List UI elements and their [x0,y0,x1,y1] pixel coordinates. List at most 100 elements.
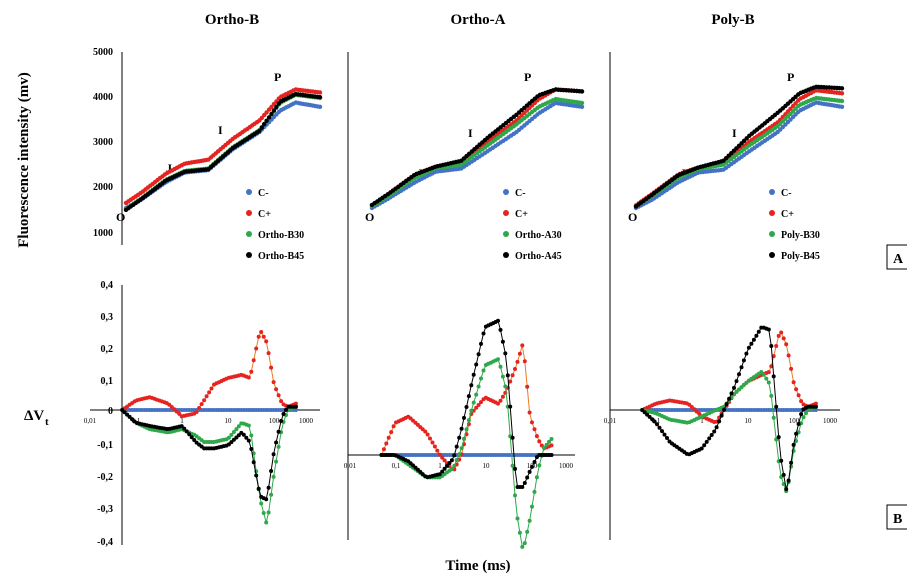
b-point-5-3-39 [737,372,741,377]
xtick-1-1: 1 [180,417,184,425]
b-point-5-1-51 [766,370,771,375]
b-point-5-3-56 [779,458,784,463]
y-tick-5000: 5000 [93,47,113,58]
point-0-3-61 [271,108,277,113]
b-point-3-1-36 [209,386,214,391]
b-point-3-3-25 [182,426,187,431]
legend-marker-0-2 [246,231,252,237]
b-point-5-3-27 [707,436,712,441]
xtick-1000-3: 1000 [823,417,838,425]
b-point-3-3-55 [256,486,261,491]
legend-marker-1-1 [503,210,509,216]
b-point-3-1-35 [207,390,212,395]
b-point-4-2-61 [527,518,532,523]
legend-marker-0-3 [246,252,252,258]
b-point-3-2-44 [229,432,234,437]
b-point-5-1-54 [774,344,779,348]
b-point-5-1-70 [813,401,818,406]
legend-marker-1-3 [503,252,509,258]
b-point-4-2-33 [459,446,464,451]
b-point-4-1-25 [440,455,445,460]
b-point-5-1-52 [769,364,774,369]
xtick-0-01-3: 0,01 [604,417,617,425]
y-axis-label-fluorescence: Fluorescence intensity (mv) [16,72,32,248]
xtick-100-3: 100 [789,417,800,425]
step-p-2: P [524,70,531,84]
b-point-5-2-54 [774,437,779,442]
b-point-5-3-57 [781,472,786,477]
b-point-4-2-56 [515,516,520,521]
b-point-4-3-41 [479,341,483,346]
point-0-3-80 [317,95,323,100]
b-point-4-2-42 [481,368,486,373]
b-point-3-1-62 [274,387,279,392]
b-point-4-3-34 [462,415,466,420]
b-point-4-1-61 [527,410,532,415]
b-point-4-1-48 [496,401,500,406]
b-point-4-3-30 [452,453,457,458]
y-tick-m0-2: -0,2 [97,472,113,483]
b-point-5-3-9 [662,432,667,437]
b-point-5-1-57 [781,336,786,341]
b-point-4-1-4 [389,430,394,435]
b-point-5-3-58 [784,487,789,492]
step-j-1: J [166,161,172,175]
legend-label-2-3: Poly-B45 [781,251,820,262]
legend-marker-2-3 [769,252,775,258]
delta-vt-y-axis: 0,4 0,3 0,2 0,1 0 -0,1 -0,2 -0,3 -0,4 [97,280,123,548]
b-point-3-3-29 [192,438,197,442]
b-point-5-3-25 [702,443,707,448]
b-point-4-2-29 [449,467,454,471]
step-o-2: O [365,210,374,224]
legend-marker-1-0 [503,189,509,195]
b-point-4-1-24 [437,452,442,457]
b-point-4-2-30 [452,463,457,468]
b-point-4-3-63 [532,460,537,464]
b-point-3-3-28 [189,435,194,440]
b-point-3-2-57 [261,511,266,515]
xtick-1000-1: 1000 [299,417,314,425]
xtick-1-2: 1 [438,462,442,470]
y-tick-4000: 4000 [93,92,113,103]
y-tick-1000: 1000 [93,228,113,239]
panel-a-box [886,244,907,270]
panel-a-marks [123,84,845,213]
step-i-3: I [732,126,737,140]
b-point-5-3-52 [769,344,774,348]
b-point-4-1-49 [498,398,503,403]
b-point-3-3-70 [293,404,298,409]
b-point-5-2-53 [771,415,776,420]
b-point-5-2-52 [769,393,774,398]
b-point-4-1-1 [381,447,386,452]
b-point-3-3-59 [266,485,271,490]
b-point-5-2-51 [766,380,771,385]
b-point-4-2-58 [520,544,525,549]
b-point-5-3-10 [665,436,669,440]
b-point-4-1-54 [510,373,515,378]
legend-label-1-2: Ortho-A30 [515,230,562,241]
b-point-4-1-39 [474,405,479,410]
b-point-4-2-39 [474,392,479,397]
b-point-5-1-53 [771,354,776,359]
x-axis-label-time: Time (ms) [445,558,510,574]
y-tick-m0-4: -0,4 [97,537,113,548]
b-point-5-3-7 [657,425,662,430]
b-point-4-2-48 [496,357,500,362]
b-point-3-1-59 [266,351,271,356]
b-point-5-3-31 [717,419,722,424]
b-point-4-3-51 [503,351,508,356]
b-point-5-2-48 [759,370,764,374]
b-point-4-1-41 [479,400,483,405]
panel-b-label: B [893,512,902,527]
b-point-4-3-58 [520,485,525,489]
step-i-2: I [468,126,473,140]
y-tick-0-2: 0,2 [101,344,114,355]
b-point-4-2-70 [549,437,554,441]
b-point-4-3-49 [498,327,503,332]
b-point-3-2-47 [236,424,241,429]
b-point-4-2-57 [517,530,522,535]
b-point-3-2-52 [249,433,254,438]
b-point-4-2-41 [479,376,483,381]
b-point-3-2-63 [276,444,281,449]
b-point-5-2-49 [761,372,766,377]
